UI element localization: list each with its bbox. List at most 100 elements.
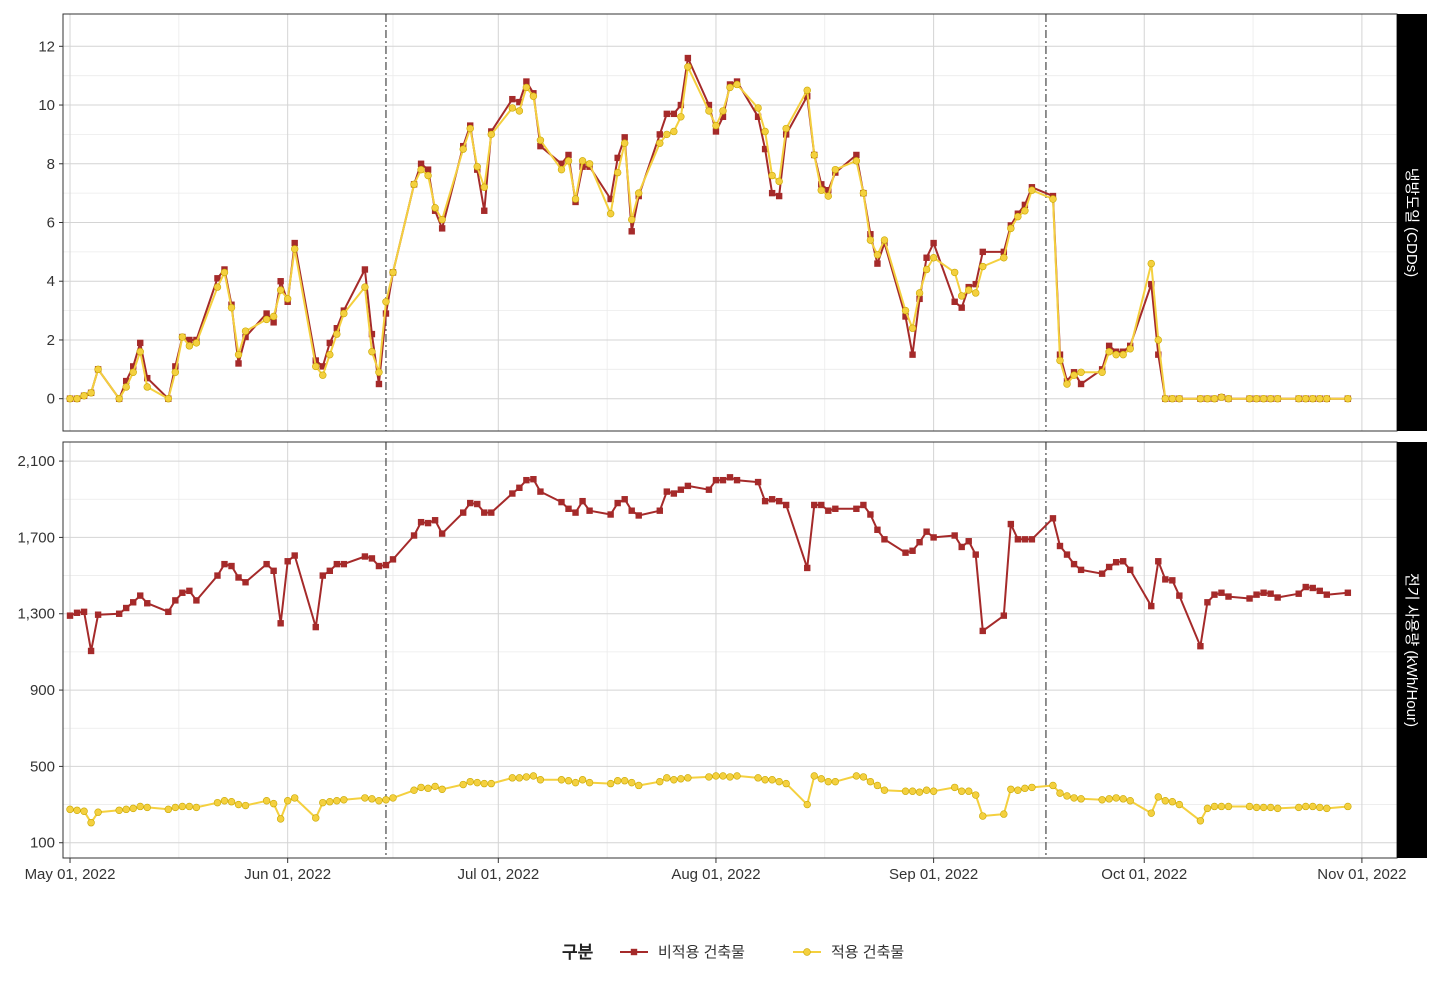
data-point xyxy=(817,775,825,783)
data-point xyxy=(1155,351,1162,358)
data-point xyxy=(291,552,298,559)
x-tick-label: Jul 01, 2022 xyxy=(457,866,539,883)
data-point xyxy=(1253,591,1260,598)
data-point xyxy=(1245,802,1254,811)
data-point xyxy=(902,313,909,320)
data-point xyxy=(1218,589,1225,596)
data-point xyxy=(340,796,348,804)
data-point xyxy=(1014,786,1022,794)
data-point xyxy=(143,383,151,391)
data-point xyxy=(389,268,397,277)
data-point xyxy=(326,350,334,359)
data-point xyxy=(866,236,875,244)
data-point xyxy=(1196,817,1205,825)
data-point xyxy=(333,330,341,338)
data-point xyxy=(523,78,530,85)
data-point xyxy=(459,780,467,789)
data-point xyxy=(1098,796,1106,804)
data-point xyxy=(979,812,987,820)
data-point xyxy=(558,498,565,506)
data-point xyxy=(1323,804,1331,813)
data-point xyxy=(663,130,671,139)
data-point xyxy=(94,611,102,618)
data-point xyxy=(1112,794,1120,802)
data-point xyxy=(171,368,180,376)
data-point xyxy=(1224,394,1233,403)
data-point xyxy=(1210,394,1219,403)
data-point xyxy=(719,107,727,115)
data-point xyxy=(852,772,861,780)
data-point xyxy=(635,781,643,790)
data-point xyxy=(817,186,825,194)
data-point xyxy=(754,774,762,782)
data-point xyxy=(164,805,173,814)
y-tick-label: 900 xyxy=(30,682,55,699)
data-point xyxy=(656,139,664,147)
data-point xyxy=(1063,380,1071,388)
data-point xyxy=(270,319,277,326)
data-point xyxy=(705,107,713,115)
x-tick-label: Sep 01, 2022 xyxy=(889,866,978,883)
data-point xyxy=(530,476,537,483)
data-point xyxy=(1021,784,1029,793)
series-group xyxy=(66,54,1352,403)
data-point xyxy=(621,134,628,141)
data-point xyxy=(565,151,572,159)
data-point xyxy=(368,795,376,803)
data-point xyxy=(1197,642,1204,650)
data-point xyxy=(607,195,614,203)
data-point xyxy=(1154,793,1162,801)
data-point xyxy=(242,579,249,586)
y-tick-label: 100 xyxy=(30,835,55,852)
data-point xyxy=(319,371,327,379)
data-point xyxy=(516,98,523,106)
data-point xyxy=(129,368,137,376)
data-point xyxy=(684,482,692,490)
data-point xyxy=(326,798,334,806)
data-point xyxy=(979,262,987,271)
data-point xyxy=(1147,809,1155,817)
data-point xyxy=(424,171,432,180)
data-point xyxy=(768,776,776,784)
data-point xyxy=(571,195,580,203)
data-point xyxy=(922,786,931,794)
data-point xyxy=(874,526,881,533)
data-point xyxy=(340,309,348,318)
data-point xyxy=(1105,563,1113,571)
data-point xyxy=(565,505,572,512)
data-point xyxy=(557,776,566,784)
data-point xyxy=(80,807,88,815)
data-point xyxy=(621,496,628,503)
data-point xyxy=(508,104,517,112)
data-point xyxy=(516,484,523,491)
data-point xyxy=(1000,248,1008,256)
data-point xyxy=(1049,781,1057,790)
data-point xyxy=(670,490,678,497)
data-point xyxy=(1014,536,1022,543)
data-point xyxy=(860,501,867,509)
data-point xyxy=(922,265,931,274)
data-point xyxy=(1204,599,1211,606)
y-tick-label: 2,100 xyxy=(17,453,55,470)
data-point xyxy=(220,797,229,805)
data-point xyxy=(1077,795,1085,803)
data-point xyxy=(880,786,889,794)
data-point xyxy=(66,394,74,403)
data-point xyxy=(473,778,481,787)
data-point xyxy=(852,157,861,165)
data-point xyxy=(1203,394,1212,403)
data-point xyxy=(319,363,326,370)
data-point xyxy=(1070,371,1078,379)
data-point xyxy=(1119,795,1127,803)
data-point xyxy=(144,600,151,607)
data-point xyxy=(677,486,685,493)
data-point xyxy=(368,555,376,562)
data-point xyxy=(235,574,242,581)
data-point xyxy=(73,609,81,616)
data-point xyxy=(733,772,741,780)
data-point xyxy=(1119,350,1127,359)
data-point xyxy=(164,394,173,403)
data-point xyxy=(87,818,95,827)
data-point xyxy=(726,474,734,481)
